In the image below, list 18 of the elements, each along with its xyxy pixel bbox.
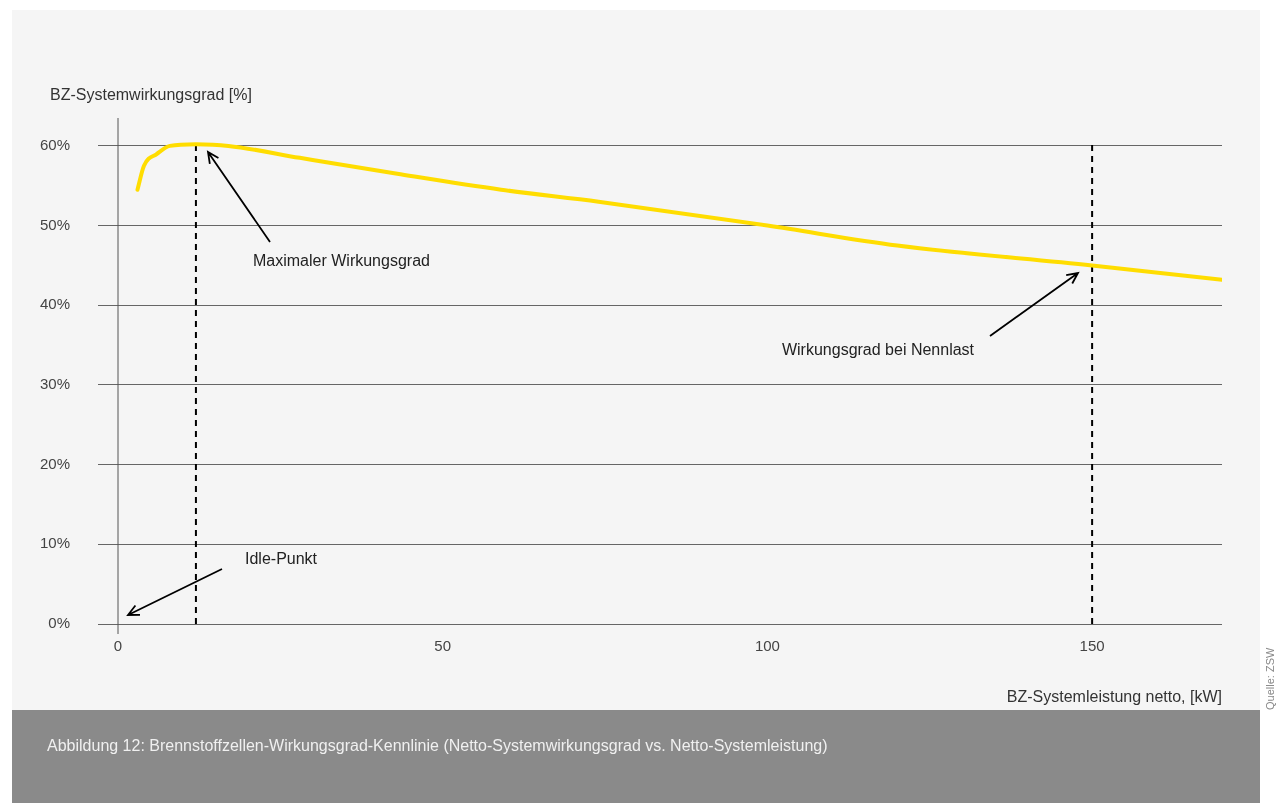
y-tick-label: 50% <box>39 215 70 233</box>
x-tick-label: 50 <box>434 637 452 655</box>
text: Abbildung 12: Brennstoffzellen-Wirkungsgrad-Kennlinie (Netto-Systemwirkungsgrad vs. Netto-Systemleistung) <box>47 737 828 755</box>
annotation: Maximaler Wirkungsgrad <box>253 252 430 270</box>
y-tick-label: 60% <box>39 136 70 154</box>
y-tick-label: 10% <box>39 534 70 552</box>
annotation: Wirkungsgrad bei Nennlast <box>781 341 975 359</box>
y-tick-label: 0% <box>48 614 70 632</box>
y-tick-label: 30% <box>39 375 70 393</box>
x-axis-title: BZ-Systemleistung netto, [kW] <box>1006 688 1222 706</box>
y-axis-title: BZ-Systemwirkungsgrad [%] <box>50 86 252 104</box>
y-tick-label: 40% <box>39 295 70 313</box>
x-tick-label: 0 <box>113 637 123 655</box>
source-note: Quelle: ZSW <box>1264 647 1277 710</box>
x-tick-label: 100 <box>754 637 780 655</box>
y-tick-label: 20% <box>39 454 70 472</box>
x-tick-label: 150 <box>1079 637 1105 655</box>
annotation: Idle-Punkt <box>245 550 318 568</box>
